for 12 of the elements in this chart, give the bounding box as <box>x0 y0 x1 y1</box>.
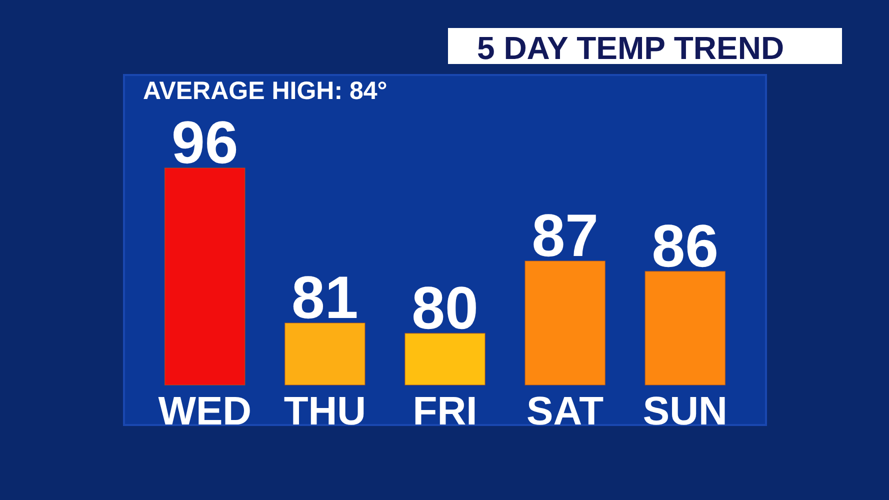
data-label: 96 <box>171 109 238 176</box>
data-label: 87 <box>532 202 598 269</box>
data-label: 81 <box>292 264 358 331</box>
x-tick-label: THU <box>284 390 366 434</box>
x-tick-label: SUN <box>642 390 728 434</box>
x-tick-label: SAT <box>526 390 604 434</box>
chart-title: 5 DAY TEMP TREND <box>477 30 784 66</box>
x-tick-label: FRI <box>412 390 478 434</box>
x-tick-label: WED <box>158 390 252 434</box>
data-label: 80 <box>412 274 478 342</box>
annotation: AVERAGE HIGH: 84° <box>143 77 388 105</box>
data-label: 86 <box>652 212 719 280</box>
